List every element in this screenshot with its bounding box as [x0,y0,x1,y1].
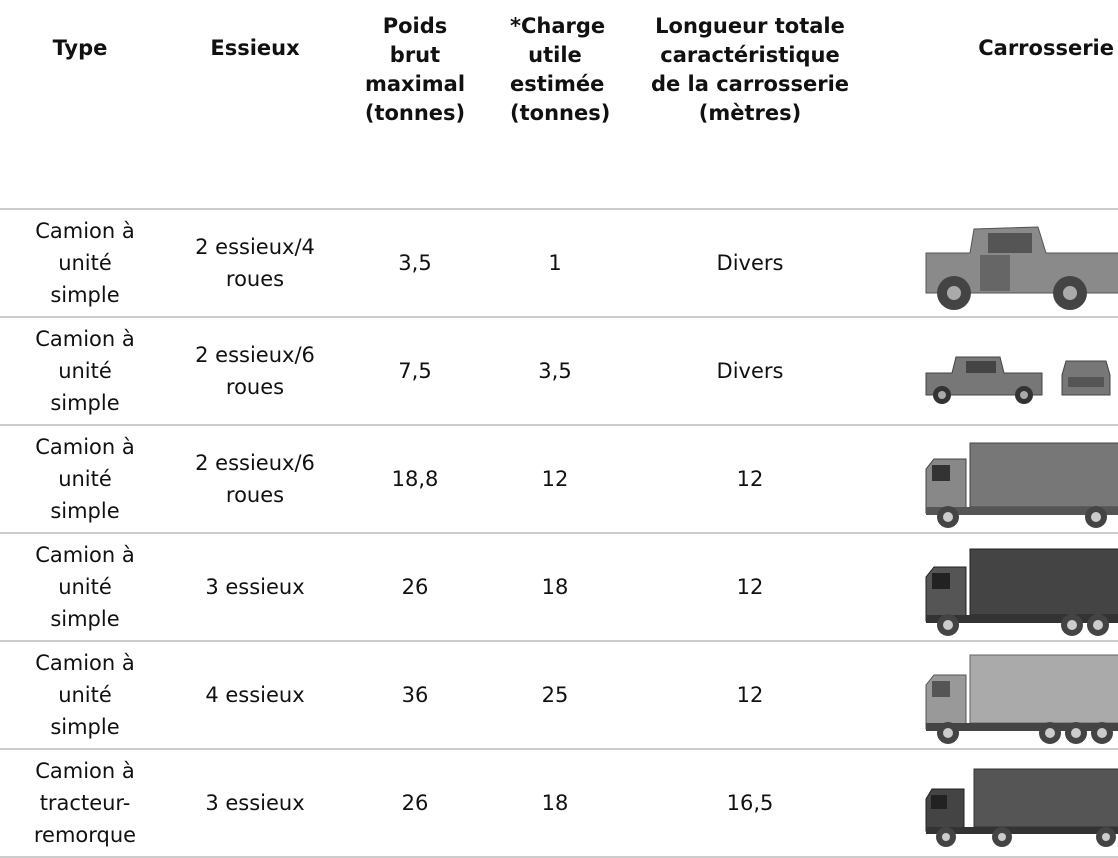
payload-cell: 18 [480,533,630,641]
column-header: Poids brut maximal (tonnes) [350,0,480,209]
tractor-trailer [870,753,1118,853]
axles-cell: 2 essieux/6 roues [160,425,350,533]
axles-cell: 4 essieux [160,641,350,749]
axles-cell: 3 essieux [160,749,350,857]
column-header: *Charge utile estimée (tonnes) [480,0,630,209]
length-cell: 12 [630,533,870,641]
type-cell: Camion à unité simple [0,209,160,317]
payload-cell: 12 [480,425,630,533]
pickup-truck-small [870,321,1118,421]
payload-cell: 25 [480,641,630,749]
body-image-cell [870,533,1118,641]
payload-cell: 3,5 [480,317,630,425]
column-header: Essieux [160,0,350,209]
axles-cell: 2 essieux/4 roues [160,209,350,317]
box-truck [870,429,1118,529]
body-image-cell [870,641,1118,749]
type-cell: Camion à unité simple [0,533,160,641]
type-cell: Camion à unité simple [0,641,160,749]
axles-cell: 3 essieux [160,533,350,641]
pickup-truck [870,213,1118,313]
length-cell: Divers [630,317,870,425]
box-truck-4axle [870,645,1118,745]
length-cell: 12 [630,425,870,533]
header-row: Type Essieux Poids brut maximal (tonnes)… [0,0,1118,209]
page: {"header": {"columns": ["Type", "Essieux… [0,0,1118,848]
body-image-cell [870,749,1118,857]
type-cell: Camion à tracteur-remorque [0,749,160,857]
gross-weight-cell: 18,8 [350,425,480,533]
body-image-cell [870,425,1118,533]
box-truck-3axle [870,537,1118,637]
length-cell: 12 [630,641,870,749]
axles-cell: 2 essieux/6 roues [160,317,350,425]
gross-weight-cell: 36 [350,641,480,749]
body-image-cell [870,209,1118,317]
gross-weight-cell: 3,5 [350,209,480,317]
length-cell: Divers [630,209,870,317]
payload-cell: 1 [480,209,630,317]
column-header: Type [0,0,160,209]
type-cell: Camion à unité simple [0,317,160,425]
payload-cell: 18 [480,749,630,857]
gross-weight-cell: 7,5 [350,317,480,425]
column-header: Carrosserie [870,0,1118,209]
type-cell: Camion à unité simple [0,425,160,533]
truck-table: Type Essieux Poids brut maximal (tonnes)… [0,0,1118,858]
body-image-cell [870,317,1118,425]
length-cell: 16,5 [630,749,870,857]
gross-weight-cell: 26 [350,533,480,641]
gross-weight-cell: 26 [350,749,480,857]
column-header: Longueur totale caractéristique de la ca… [630,0,870,209]
